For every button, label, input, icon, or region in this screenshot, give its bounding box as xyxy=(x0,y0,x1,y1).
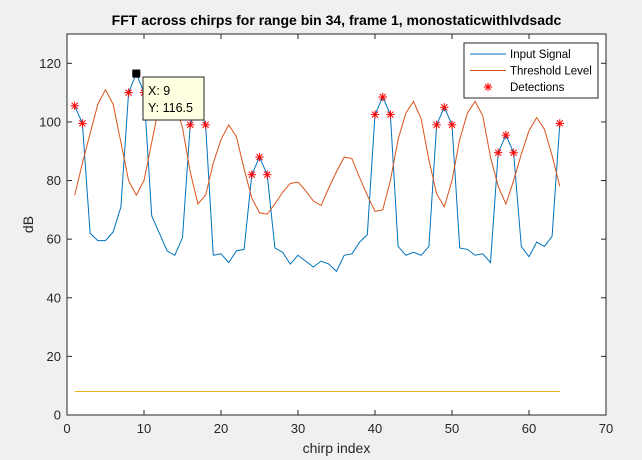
detection-marker[interactable] xyxy=(494,148,503,157)
detection-marker[interactable] xyxy=(501,130,511,140)
legend-item[interactable]: Detections xyxy=(483,82,565,94)
detection-marker[interactable] xyxy=(255,152,264,162)
datatip-x: X: 9 xyxy=(148,84,170,98)
detection-marker[interactable] xyxy=(440,103,449,112)
detection-marker[interactable] xyxy=(386,110,395,119)
detection-marker[interactable] xyxy=(378,92,387,102)
x-axis-label: chirp index xyxy=(303,440,371,456)
y-tick-label: 80 xyxy=(47,173,61,188)
legend-item[interactable]: Input Signal xyxy=(470,49,571,61)
detection-marker[interactable] xyxy=(78,119,87,128)
x-tick-label: 50 xyxy=(445,421,459,436)
detection-marker[interactable] xyxy=(555,119,564,128)
x-tick-label: 70 xyxy=(599,421,613,436)
legend-label: Detections xyxy=(510,82,565,94)
y-tick-label: 20 xyxy=(47,349,61,364)
detection-marker[interactable] xyxy=(263,170,272,179)
threshold-level-line[interactable] xyxy=(74,88,561,215)
detection-marker[interactable] xyxy=(509,148,518,157)
x-tick-label: 30 xyxy=(291,421,305,436)
x-tick-label: 20 xyxy=(214,421,228,436)
detection-marker[interactable] xyxy=(124,88,133,97)
y-tick-label: 60 xyxy=(47,232,61,247)
detection-marker[interactable] xyxy=(186,120,195,130)
detection-marker[interactable] xyxy=(447,120,457,130)
x-tick-label: 40 xyxy=(368,421,382,436)
x-tick-label: 60 xyxy=(522,421,536,436)
datatip-y: Y: 116.5 xyxy=(148,101,193,115)
detection-marker[interactable] xyxy=(70,101,79,111)
y-tick-label: 120 xyxy=(39,56,61,71)
chart-title: FFT across chirps for range bin 34, fram… xyxy=(112,12,562,28)
legend-label: Input Signal xyxy=(510,49,571,61)
y-tick-label: 0 xyxy=(54,408,61,423)
detection-marker[interactable] xyxy=(432,120,441,130)
legend[interactable]: Input Signal Threshold Level Detections xyxy=(463,42,599,99)
input-signal-line[interactable] xyxy=(74,72,561,273)
y-tick-label: 40 xyxy=(47,290,61,305)
axes-box xyxy=(66,33,607,416)
x-axis: 0 10 20 30 40 50 60 70 xyxy=(63,34,613,436)
x-tick-label: 0 xyxy=(63,421,70,436)
detection-marker[interactable] xyxy=(483,82,493,92)
x-tick-label: 10 xyxy=(137,421,151,436)
y-axis: 0 20 40 60 80 100 120 xyxy=(39,56,606,423)
y-axis-label: dB xyxy=(20,216,36,233)
detection-marker[interactable] xyxy=(201,120,210,130)
legend-label: Threshold Level xyxy=(510,66,592,78)
detection-marker[interactable] xyxy=(247,170,256,179)
legend-item[interactable]: Threshold Level xyxy=(470,66,592,78)
datatip-anchor[interactable] xyxy=(132,69,141,78)
legend-swatch xyxy=(483,82,493,92)
datatip[interactable]: X: 9 Y: 116.5 xyxy=(132,69,205,121)
y-tick-label: 100 xyxy=(39,114,61,129)
input-signal-line-group xyxy=(74,72,561,273)
threshold-level-line-group xyxy=(74,88,561,215)
datatip-box xyxy=(142,76,205,121)
detection-marker[interactable] xyxy=(370,110,380,119)
